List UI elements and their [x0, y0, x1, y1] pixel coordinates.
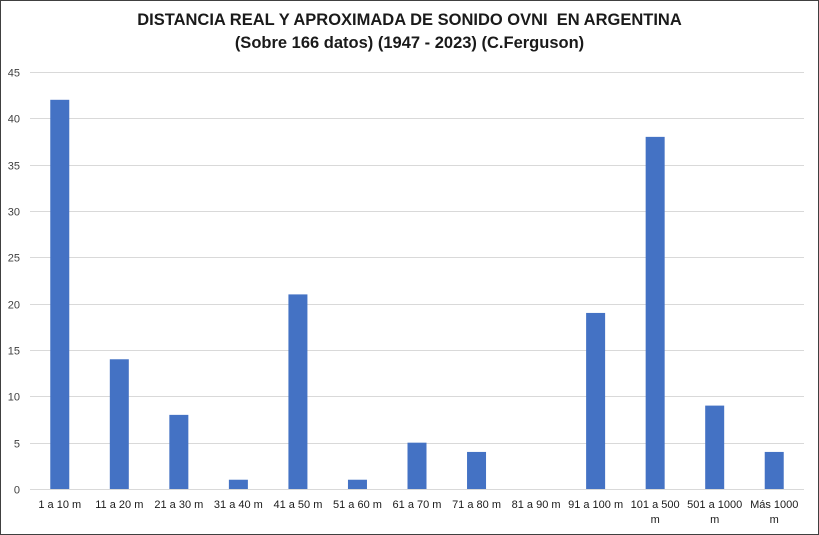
x-tick-label-line: m: [710, 514, 719, 526]
bar: [764, 451, 784, 489]
y-tick-label: 35: [8, 161, 20, 173]
chart-title-line: DISTANCIA REAL Y APROXIMADA DE SONIDO OV…: [137, 11, 682, 29]
bar: [705, 405, 725, 489]
y-tick-label: 0: [14, 485, 20, 497]
x-tick-label-line: 1 a 10 m: [38, 499, 81, 511]
chart-title: DISTANCIA REAL Y APROXIMADA DE SONIDO OV…: [0, 9, 819, 55]
y-tick-label: 45: [8, 68, 20, 80]
x-tick-label: 101 a 500 m: [631, 499, 680, 526]
x-tick-label: 71 a 80 m: [452, 499, 501, 511]
x-tick-label: 41 a 50 m: [273, 499, 322, 511]
x-tick-label-line: 501 a 1000: [687, 499, 742, 511]
x-tick-label-line: 41 a 50 m: [273, 499, 322, 511]
x-tick-label-line: 21 a 30 m: [154, 499, 203, 511]
y-tick-label: 20: [8, 300, 20, 312]
x-tick-label: 51 a 60 m: [333, 499, 382, 511]
x-tick-label-line: 11 a 20 m: [95, 499, 143, 511]
bar: [407, 442, 427, 489]
x-tick-label: 21 a 30 m: [154, 499, 203, 511]
x-tick-label-line: 101 a 500: [631, 499, 680, 511]
x-tick-label-line: 91 a 100 m: [568, 499, 623, 511]
y-tick-label: 30: [8, 207, 20, 219]
bar: [228, 479, 248, 489]
x-tick-label: 61 a 70 m: [393, 499, 442, 511]
x-tick-label-line: Más 1000: [750, 499, 798, 511]
x-tick-label-line: 51 a 60 m: [333, 499, 382, 511]
x-tick-label-line: m: [770, 514, 779, 526]
chart-subtitle-line: (Sobre 166 datos) (1947 - 2023) (C.Fergu…: [234, 34, 585, 52]
x-tick-label-line: 81 a 90 m: [512, 499, 561, 511]
x-tick-label: 31 a 40 m: [214, 499, 263, 511]
bar: [347, 479, 367, 489]
x-tick-label: 91 a 100 m: [568, 499, 623, 511]
y-tick-label: 15: [8, 346, 20, 358]
x-tick-label-line: 61 a 70 m: [393, 499, 442, 511]
y-tick-label: 10: [8, 392, 20, 404]
bar: [288, 294, 308, 489]
bar: [586, 312, 606, 489]
bar: [50, 99, 70, 490]
y-tick-label: 5: [14, 439, 20, 451]
bar: [467, 451, 487, 489]
bar: [109, 359, 129, 489]
bar: [169, 414, 189, 489]
y-tick-label: 40: [8, 114, 20, 126]
x-tick-label: Más 1000 m: [750, 499, 798, 526]
x-tick-label: 11 a 20 m: [95, 499, 143, 511]
bar: [645, 136, 665, 489]
x-tick-label: 1 a 10 m: [38, 499, 81, 511]
x-tick-label-line: 31 a 40 m: [214, 499, 263, 511]
y-tick-label: 25: [8, 253, 20, 265]
x-tick-label-line: 71 a 80 m: [452, 499, 501, 511]
x-tick-label-line: m: [651, 514, 660, 526]
x-tick-label: 501 a 1000 m: [687, 499, 742, 526]
x-tick-label: 81 a 90 m: [512, 499, 561, 511]
